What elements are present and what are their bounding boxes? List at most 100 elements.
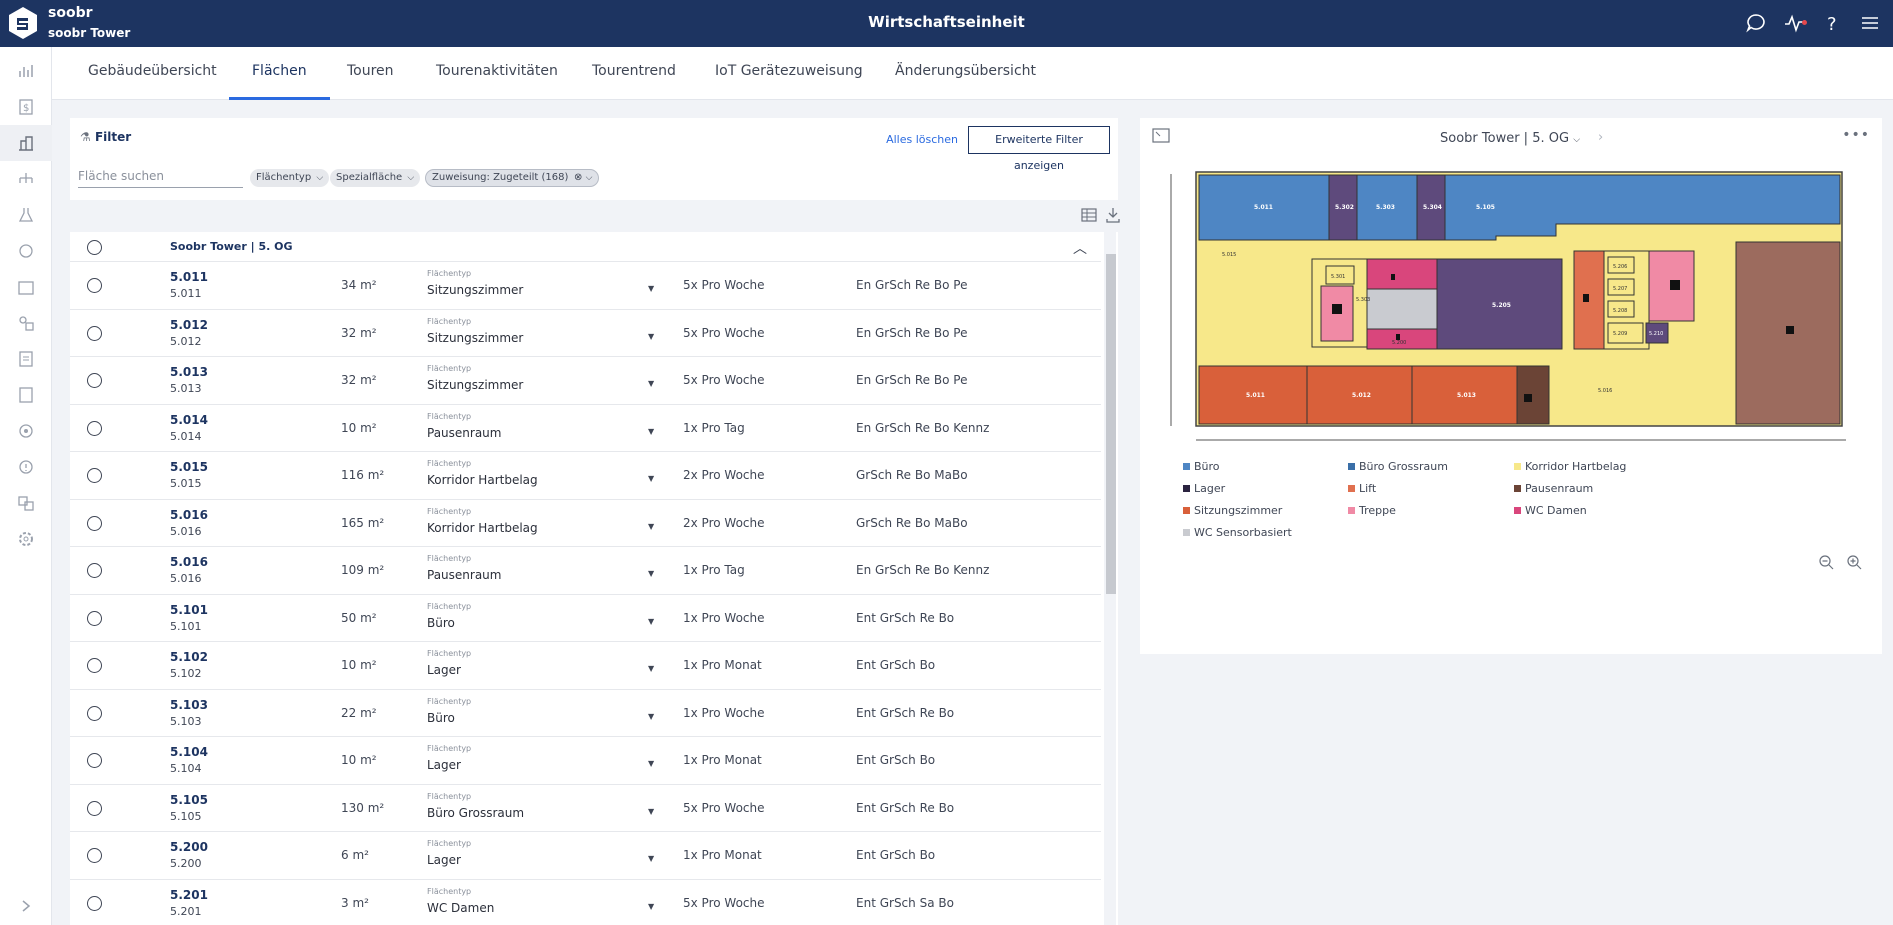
- download-icon[interactable]: [1104, 206, 1122, 228]
- row-select-radio[interactable]: [87, 610, 102, 626]
- soobr-logo[interactable]: [6, 6, 40, 40]
- floor-selector[interactable]: Soobr Tower | 5. OG ⌵: [1440, 131, 1581, 146]
- nav-hierarchy-icon[interactable]: [0, 161, 52, 197]
- table-row[interactable]: 5.012 5.012 32 m² Flächentyp Sitzungszimmer ▼…: [70, 310, 1101, 357]
- table-row[interactable]: 5.011 5.011 34 m² Flächentyp Sitzungszimmer ▼…: [70, 262, 1101, 310]
- table-row[interactable]: 5.013 5.013 32 m² Flächentyp Sitzungszimmer ▼…: [70, 357, 1101, 405]
- row-select-radio[interactable]: [87, 515, 102, 531]
- area-type-select[interactable]: Sitzungszimmer: [427, 283, 524, 297]
- floorplan-map[interactable]: 5.011 5.302 5.303 5.304 5.105 5.205 5.011 5.…: [1166, 164, 1856, 454]
- table-row[interactable]: 5.201 5.201 3 m² Flächentyp WC Damen ▼ 5x Pro …: [70, 880, 1101, 925]
- chip-assignment[interactable]: Zuweisung: Zugeteilt (168) ⊗ ⌵: [425, 169, 600, 187]
- dropdown-arrow-icon[interactable]: ▼: [648, 284, 655, 293]
- table-row[interactable]: 5.015 5.015 116 m² Flächentyp Korridor Hartb…: [70, 452, 1101, 500]
- activity-icon[interactable]: [1783, 12, 1807, 34]
- row-select-radio[interactable]: [87, 420, 102, 436]
- dropdown-arrow-icon[interactable]: ▼: [648, 901, 655, 911]
- next-floor-icon[interactable]: ›: [1598, 130, 1604, 145]
- area-type-select[interactable]: WC Damen: [427, 900, 495, 915]
- dropdown-arrow-icon[interactable]: ▼: [648, 664, 655, 673]
- dropdown-arrow-icon[interactable]: ▼: [648, 711, 655, 721]
- row-select-radio[interactable]: [87, 325, 102, 341]
- nav-book-icon[interactable]: [0, 377, 52, 413]
- row-select-radio[interactable]: [87, 373, 102, 388]
- table-row[interactable]: 5.105 5.105 130 m² Flächentyp Büro Grossraum…: [70, 785, 1101, 832]
- area-type-select[interactable]: Korridor Hartbelag: [427, 473, 538, 487]
- row-select-radio[interactable]: [87, 468, 102, 483]
- area-type-select[interactable]: Büro: [427, 710, 455, 725]
- row-select-radio[interactable]: [87, 658, 102, 673]
- remove-chip-icon[interactable]: ⊗: [574, 172, 583, 183]
- nav-dashboard-icon[interactable]: [0, 53, 52, 89]
- nav-lab-icon[interactable]: [0, 197, 52, 233]
- dropdown-arrow-icon[interactable]: ▼: [648, 616, 655, 626]
- tab-aenderungsuebersicht[interactable]: Änderungsübersicht: [895, 63, 1037, 79]
- chip-special-area[interactable]: Spezialfläche ⌵: [330, 169, 421, 187]
- area-type-select[interactable]: Büro: [427, 615, 455, 630]
- table-row[interactable]: 5.014 5.014 10 m² Flächentyp Pausenraum ▼ 1x P…: [70, 405, 1101, 452]
- tab-iot-geraetezuweisung[interactable]: IoT Gerätezuweisung: [715, 63, 863, 79]
- row-select-radio[interactable]: [87, 800, 102, 816]
- row-select-radio[interactable]: [87, 753, 102, 768]
- zoom-in-icon[interactable]: [1846, 554, 1862, 574]
- area-type-select[interactable]: Pausenraum: [427, 425, 502, 440]
- nav-finance-icon[interactable]: $: [0, 89, 52, 125]
- dropdown-arrow-icon[interactable]: ▼: [648, 569, 655, 578]
- nav-calendar-icon[interactable]: [0, 269, 52, 305]
- help-icon[interactable]: ?: [1821, 12, 1843, 35]
- area-type-select[interactable]: Büro Grossraum: [427, 805, 525, 820]
- more-options-icon[interactable]: •••: [1842, 127, 1870, 143]
- nav-target-icon[interactable]: [0, 413, 52, 449]
- nav-refresh-icon[interactable]: [0, 233, 52, 269]
- table-row[interactable]: 5.101 5.101 50 m² Flächentyp Büro ▼ 1x Pro Woc…: [70, 595, 1101, 642]
- nav-info-icon[interactable]: [0, 449, 52, 485]
- table-scrollbar[interactable]: [1104, 232, 1116, 925]
- expand-sidebar-icon[interactable]: [0, 895, 52, 917]
- dropdown-arrow-icon[interactable]: ▼: [648, 379, 655, 388]
- table-row[interactable]: 5.103 5.103 22 m² Flächentyp Büro ▼ 1x Pro Woc…: [70, 690, 1101, 737]
- table-row[interactable]: 5.102 5.102 10 m² Flächentyp Lager ▼ 1x Pro Mo…: [70, 642, 1101, 690]
- nav-reports-icon[interactable]: [0, 341, 52, 377]
- building-name[interactable]: soobr Tower: [48, 26, 131, 40]
- table-view-icon[interactable]: [1080, 206, 1098, 228]
- group-select-radio[interactable]: [87, 240, 102, 255]
- nav-translate-icon[interactable]: [0, 485, 52, 521]
- zoom-out-icon[interactable]: [1818, 554, 1834, 574]
- nav-buildings-icon[interactable]: [0, 125, 52, 161]
- area-type-select[interactable]: Korridor Hartbelag: [427, 520, 538, 535]
- area-search-input[interactable]: Fläche suchen: [78, 166, 243, 188]
- expand-icon[interactable]: [1152, 128, 1170, 148]
- table-row[interactable]: 5.016 5.016 109 m² Flächentyp Pausenraum ▼ 1x …: [70, 547, 1101, 595]
- chip-area-type[interactable]: Flächentyp ⌵: [250, 169, 330, 187]
- collapse-icon[interactable]: ︿: [1073, 241, 1087, 257]
- row-select-radio[interactable]: [87, 563, 102, 578]
- clear-all-link[interactable]: Alles löschen: [886, 133, 958, 146]
- tab-touren[interactable]: Touren: [347, 63, 394, 79]
- advanced-filter-button[interactable]: Erweiterte Filter anzeigen: [968, 126, 1110, 172]
- dropdown-arrow-icon[interactable]: ▼: [648, 806, 655, 816]
- area-type-select[interactable]: Sitzungszimmer: [427, 378, 524, 392]
- nav-users-icon[interactable]: [0, 305, 52, 341]
- row-select-radio[interactable]: [87, 895, 102, 911]
- row-select-radio[interactable]: [87, 278, 102, 293]
- area-type-select[interactable]: Lager: [427, 663, 461, 677]
- dropdown-arrow-icon[interactable]: ▼: [648, 426, 655, 436]
- dropdown-arrow-icon[interactable]: ▼: [648, 474, 655, 483]
- tab-gebaeudeuebersicht[interactable]: Gebäudeübersicht: [88, 63, 217, 79]
- tab-tourentrend[interactable]: Tourentrend: [592, 63, 676, 79]
- table-row[interactable]: 5.104 5.104 10 m² Flächentyp Lager ▼ 1x Pro Mo…: [70, 737, 1101, 785]
- table-row[interactable]: 5.016 5.016 165 m² Flächentyp Korridor Hartb…: [70, 500, 1101, 547]
- table-row[interactable]: 5.200 5.200 6 m² Flächentyp Lager ▼ 1x Pro Mon…: [70, 832, 1101, 880]
- area-type-select[interactable]: Lager: [427, 853, 461, 867]
- dropdown-arrow-icon[interactable]: ▼: [648, 331, 655, 341]
- area-type-select[interactable]: Lager: [427, 758, 461, 772]
- chat-icon[interactable]: [1745, 12, 1767, 34]
- tab-tourenaktivitaeten[interactable]: Tourenaktivitäten: [436, 63, 558, 79]
- area-type-select[interactable]: Pausenraum: [427, 568, 502, 582]
- area-type-select[interactable]: Sitzungszimmer: [427, 330, 524, 345]
- menu-icon[interactable]: [1859, 12, 1881, 34]
- row-select-radio[interactable]: [87, 705, 102, 721]
- dropdown-arrow-icon[interactable]: ▼: [648, 854, 655, 863]
- dropdown-arrow-icon[interactable]: ▼: [648, 521, 655, 531]
- tab-flaechen[interactable]: Flächen: [229, 47, 330, 100]
